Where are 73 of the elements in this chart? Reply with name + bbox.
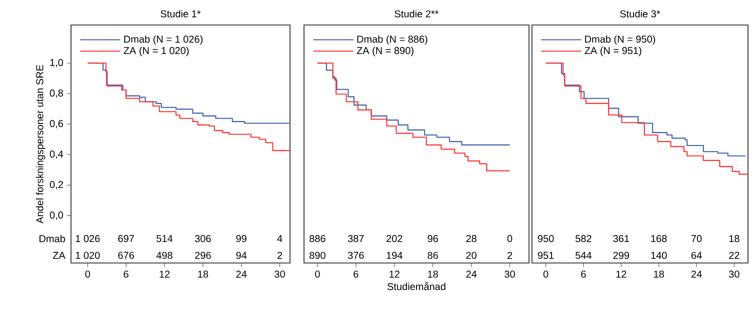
y-tick-label: 0,0 <box>50 212 64 220</box>
annotation: 1 020 <box>76 252 100 259</box>
y-tick-label: 0,6 <box>50 120 63 128</box>
annotation: 697 <box>118 235 134 242</box>
annotation: 676 <box>118 252 134 259</box>
chart-title: Studie 2** <box>394 10 439 18</box>
x-tick-label: 30 <box>504 270 515 278</box>
x-tick-label: 0 <box>543 270 548 278</box>
annotation: 70 <box>691 235 702 242</box>
x-tick-label: 12 <box>390 270 400 278</box>
annotation: 2 <box>507 252 512 259</box>
x-tick-label: 30 <box>728 270 740 278</box>
y-axis-title: Andel forskningspersoner utan SRE <box>36 64 46 224</box>
annotation: 18 <box>729 235 740 242</box>
legend-label: ZA (N = 1 020) <box>124 46 189 56</box>
chart-title: Studie 3* <box>620 10 660 18</box>
annotation: 514 <box>156 235 173 242</box>
x-tick-label: 0 <box>315 270 320 278</box>
x-tick-label: 6 <box>124 270 128 278</box>
y-tick-label: 0,2 <box>50 181 63 190</box>
annotation: 28 <box>466 235 476 242</box>
x-tick-label: 18 <box>198 270 208 278</box>
y-tick-label: 0,8 <box>50 90 63 98</box>
annotation: 361 <box>613 235 630 242</box>
annotation: 4 <box>277 235 282 242</box>
chart-title: Studie 1* <box>160 10 201 18</box>
annotation: 890 <box>310 252 326 259</box>
legend-label: Dmab (N = 1 026) <box>124 35 203 45</box>
y-tick-label: 0,4 <box>50 150 64 159</box>
x-tick-label: 0 <box>85 270 90 278</box>
legend-label: Dmab (N = 886) <box>357 35 428 45</box>
legend-label: ZA (N = 890) <box>356 46 414 56</box>
y-tick-label: 1,0 <box>50 59 64 68</box>
annotation: 194 <box>386 252 402 259</box>
x-tick-label: 24 <box>691 270 702 278</box>
x-tick-label: 24 <box>236 270 247 278</box>
annotation: 299 <box>613 252 630 259</box>
annotation: 951 <box>538 252 554 259</box>
text: ZA <box>52 252 66 259</box>
x-tick-label: 18 <box>428 270 438 278</box>
annotation: 168 <box>651 235 667 242</box>
annotation: 950 <box>538 235 554 242</box>
annotation: 306 <box>194 235 211 242</box>
annotation: 296 <box>195 252 211 259</box>
annotation: 20 <box>466 252 476 259</box>
annotation: 64 <box>691 252 702 259</box>
x-tick-label: 30 <box>274 270 285 278</box>
annotation: 2 <box>277 252 282 259</box>
annotation: 376 <box>348 252 364 259</box>
annotation: 582 <box>576 235 592 242</box>
x-tick-label: 6 <box>581 270 586 278</box>
annotation: 498 <box>156 252 172 259</box>
x-tick-label: 12 <box>160 270 170 278</box>
annotation: 86 <box>428 252 438 259</box>
annotation: 94 <box>236 252 247 259</box>
legend-label: ZA (N = 951) <box>584 46 642 56</box>
annotation: 202 <box>386 235 402 242</box>
annotation: 1 026 <box>76 235 100 242</box>
annotation: 0 <box>507 235 512 242</box>
x-tick-label: 12 <box>616 270 626 278</box>
annotation: 140 <box>651 252 667 259</box>
annotation: 387 <box>348 235 364 242</box>
x-axis-title: Studiemånad <box>388 282 446 290</box>
annotation: 99 <box>236 235 246 242</box>
annotation: 544 <box>576 252 592 259</box>
x-tick-label: 24 <box>466 270 477 278</box>
annotation: 886 <box>310 235 326 242</box>
x-tick-label: 6 <box>354 270 358 278</box>
text: Dmab <box>40 234 65 242</box>
annotation: 22 <box>729 252 740 259</box>
legend-label: Dmab (N = 950) <box>585 35 656 45</box>
annotation: 96 <box>428 235 438 242</box>
x-tick-label: 18 <box>654 270 664 278</box>
